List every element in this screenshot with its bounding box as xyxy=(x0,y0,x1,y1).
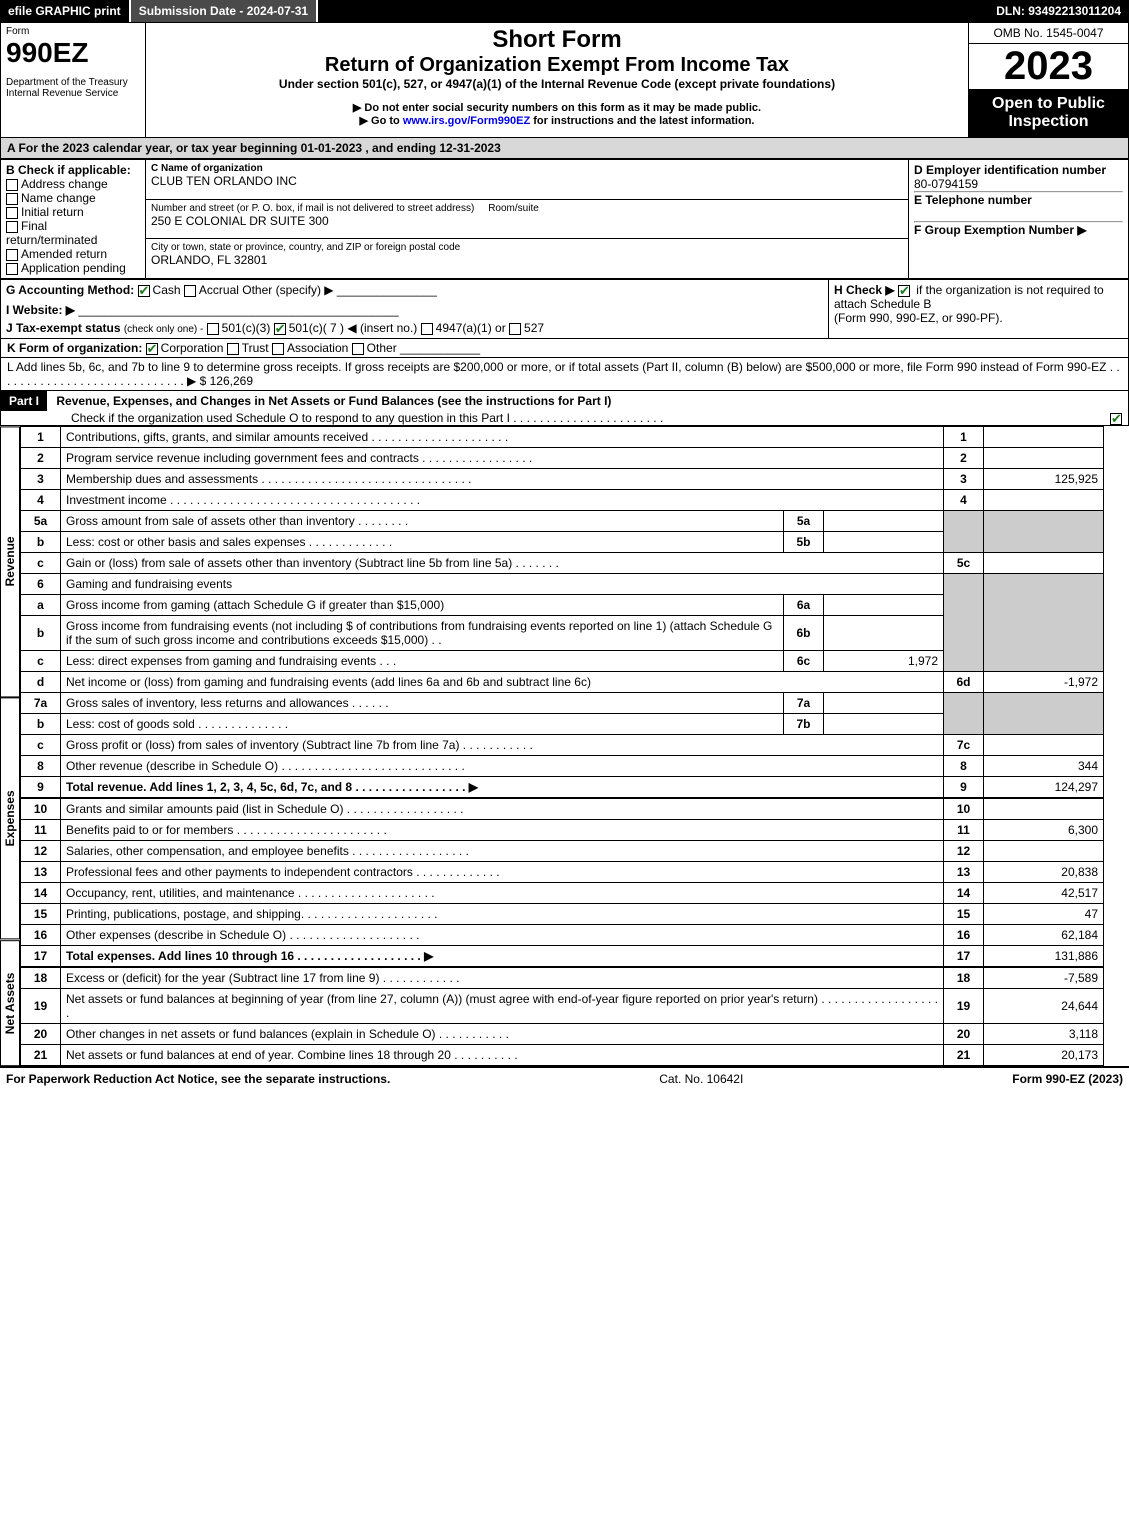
j-4947[interactable] xyxy=(421,323,433,335)
line-14: 14Occupancy, rent, utilities, and mainte… xyxy=(21,883,1104,904)
footer-center: Cat. No. 10642I xyxy=(659,1072,743,1086)
line-6: 6Gaming and fundraising events xyxy=(21,574,1104,595)
line-19: 19Net assets or fund balances at beginni… xyxy=(21,989,1104,1024)
street-label: Number and street (or P. O. box, if mail… xyxy=(151,203,903,214)
title-short-form: Short Form xyxy=(151,26,963,54)
line-6d: dNet income or (loss) from gaming and fu… xyxy=(21,672,1104,693)
g-cash-box[interactable] xyxy=(138,285,150,297)
line-12: 12Salaries, other compensation, and empl… xyxy=(21,841,1104,862)
b-opt-3[interactable]: Final return/terminated xyxy=(6,219,140,247)
line-4: 4Investment income . . . . . . . . . . .… xyxy=(21,490,1104,511)
g-accrual-box[interactable] xyxy=(184,285,196,297)
line-8: 8Other revenue (describe in Schedule O) … xyxy=(21,756,1104,777)
k-trust[interactable] xyxy=(227,343,239,355)
submission-date: Submission Date - 2024-07-31 xyxy=(131,0,318,22)
city-label: City or town, state or province, country… xyxy=(151,242,903,253)
dept: Department of the Treasury xyxy=(6,77,140,88)
top-bar: efile GRAPHIC print Submission Date - 20… xyxy=(0,0,1129,22)
line-7c: cGross profit or (loss) from sales of in… xyxy=(21,735,1104,756)
j-label: J Tax-exempt status xyxy=(6,321,121,335)
i-label: I Website: ▶ xyxy=(6,303,75,317)
line-17: 17Total expenses. Add lines 10 through 1… xyxy=(21,946,1104,968)
line-7a: 7aGross sales of inventory, less returns… xyxy=(21,693,1104,714)
b-opt-5[interactable]: Application pending xyxy=(6,261,140,275)
irs-link[interactable]: www.irs.gov/Form990EZ xyxy=(403,115,530,127)
b-label: B Check if applicable: xyxy=(6,163,140,177)
k-corp[interactable] xyxy=(146,343,158,355)
line-20: 20Other changes in net assets or fund ba… xyxy=(21,1024,1104,1045)
j-527[interactable] xyxy=(509,323,521,335)
footer: For Paperwork Reduction Act Notice, see … xyxy=(0,1066,1129,1090)
line-5c: cGain or (loss) from sale of assets othe… xyxy=(21,553,1104,574)
line-2: 2Program service revenue including gover… xyxy=(21,448,1104,469)
part1-check[interactable] xyxy=(1110,413,1122,425)
revenue-label: Revenue xyxy=(0,426,20,697)
org-name: CLUB TEN ORLANDO INC xyxy=(151,174,903,188)
e-label: E Telephone number xyxy=(914,193,1123,207)
line-7b: bLess: cost of goods sold . . . . . . . … xyxy=(21,714,1104,735)
title-ssn: ▶ Do not enter social security numbers o… xyxy=(151,101,963,114)
line-11: 11Benefits paid to or for members . . . … xyxy=(21,820,1104,841)
header-table: Form 990EZ Department of the Treasury In… xyxy=(0,22,1129,138)
b-opt-4[interactable]: Amended return xyxy=(6,247,140,261)
k-row: K Form of organization: Corporation Trus… xyxy=(0,339,1129,358)
footer-right: Form 990-EZ (2023) xyxy=(1012,1072,1123,1086)
part1-header: Part I Revenue, Expenses, and Changes in… xyxy=(0,391,1129,426)
line-3: 3Membership dues and assessments . . . .… xyxy=(21,469,1104,490)
efile-label: efile GRAPHIC print xyxy=(0,0,131,22)
irs: Internal Revenue Service xyxy=(6,88,140,99)
title-return: Return of Organization Exempt From Incom… xyxy=(151,54,963,77)
l-row: L Add lines 5b, 6c, and 7b to line 9 to … xyxy=(0,358,1129,391)
expenses-label: Expenses xyxy=(0,697,20,939)
f-label: F Group Exemption Number ▶ xyxy=(914,223,1123,237)
form-word: Form xyxy=(6,26,140,37)
line-21: 21Net assets or fund balances at end of … xyxy=(21,1045,1104,1066)
j-501c3[interactable] xyxy=(207,323,219,335)
line-6a: aGross income from gaming (attach Schedu… xyxy=(21,595,1104,616)
dln: DLN: 93492213011204 xyxy=(988,0,1129,22)
lines-table: 1Contributions, gifts, grants, and simil… xyxy=(20,426,1104,1066)
line-10: 10Grants and similar amounts paid (list … xyxy=(21,798,1104,820)
title-section: Under section 501(c), 527, or 4947(a)(1)… xyxy=(151,77,963,91)
h-label: H Check ▶ xyxy=(834,283,895,297)
line-13: 13Professional fees and other payments t… xyxy=(21,862,1104,883)
gh-table: G Accounting Method: Cash Accrual Other … xyxy=(0,279,1129,339)
city: ORLANDO, FL 32801 xyxy=(151,253,903,267)
form-number: 990EZ xyxy=(6,37,140,69)
k-assoc[interactable] xyxy=(272,343,284,355)
open-public: Open to Public Inspection xyxy=(969,89,1128,137)
line-5b: bLess: cost or other basis and sales exp… xyxy=(21,532,1104,553)
line-18: 18Excess or (deficit) for the year (Subt… xyxy=(21,967,1104,989)
k-other[interactable] xyxy=(352,343,364,355)
title-goto: ▶ Go to www.irs.gov/Form990EZ for instru… xyxy=(151,114,963,127)
g-label: G Accounting Method: xyxy=(6,283,134,297)
d-label: D Employer identification number xyxy=(914,163,1123,177)
line-16: 16Other expenses (describe in Schedule O… xyxy=(21,925,1104,946)
j-501c[interactable] xyxy=(274,323,286,335)
line-15: 15Printing, publications, postage, and s… xyxy=(21,904,1104,925)
line-6b: bGross income from fundraising events (n… xyxy=(21,616,1104,651)
c-name-label: C Name of organization xyxy=(151,163,903,174)
street: 250 E COLONIAL DR SUITE 300 xyxy=(151,214,903,228)
b-opt-0[interactable]: Address change xyxy=(6,177,140,191)
netassets-label: Net Assets xyxy=(0,940,20,1066)
ein: 80-0794159 xyxy=(914,177,1123,191)
section-a: A For the 2023 calendar year, or tax yea… xyxy=(0,138,1129,159)
tax-year: 2023 xyxy=(969,44,1128,89)
line-6c: cLess: direct expenses from gaming and f… xyxy=(21,651,1104,672)
line-1: 1Contributions, gifts, grants, and simil… xyxy=(21,427,1104,448)
h-box[interactable] xyxy=(898,285,910,297)
omb: OMB No. 1545-0047 xyxy=(969,23,1129,44)
b-opt-1[interactable]: Name change xyxy=(6,191,140,205)
footer-left: For Paperwork Reduction Act Notice, see … xyxy=(6,1072,390,1086)
line-9: 9Total revenue. Add lines 1, 2, 3, 4, 5c… xyxy=(21,777,1104,799)
b-opt-2[interactable]: Initial return xyxy=(6,205,140,219)
line-5a: 5aGross amount from sale of assets other… xyxy=(21,511,1104,532)
entity-table: B Check if applicable: Address change Na… xyxy=(0,159,1129,279)
